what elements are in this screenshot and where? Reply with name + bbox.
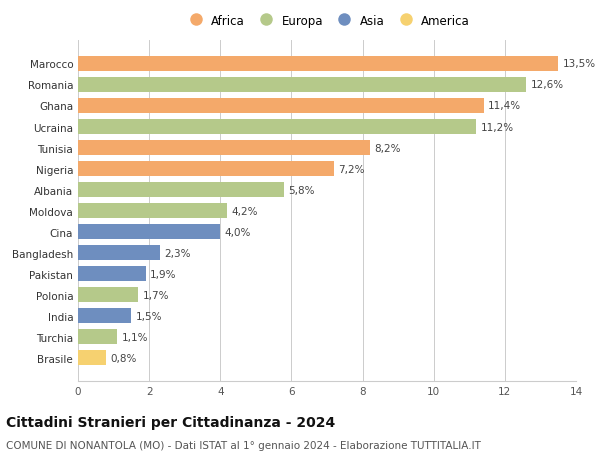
Text: 1,1%: 1,1% — [121, 332, 148, 342]
Text: 13,5%: 13,5% — [562, 59, 596, 69]
Bar — [78, 350, 106, 365]
Text: Cittadini Stranieri per Cittadinanza - 2024: Cittadini Stranieri per Cittadinanza - 2… — [6, 415, 335, 429]
Text: 1,5%: 1,5% — [136, 311, 162, 321]
Legend: Africa, Europa, Asia, America: Africa, Europa, Asia, America — [179, 10, 475, 32]
Text: 4,2%: 4,2% — [232, 206, 258, 216]
Text: 12,6%: 12,6% — [530, 80, 563, 90]
Text: 2,3%: 2,3% — [164, 248, 191, 258]
Bar — [78, 183, 284, 198]
Bar — [78, 78, 526, 93]
Bar — [78, 140, 370, 156]
Text: 1,9%: 1,9% — [150, 269, 176, 279]
Bar — [78, 224, 220, 240]
Bar — [78, 99, 484, 114]
Text: 7,2%: 7,2% — [338, 164, 365, 174]
Bar — [78, 57, 558, 72]
Bar — [78, 204, 227, 218]
Text: 11,4%: 11,4% — [488, 101, 521, 111]
Text: 0,8%: 0,8% — [111, 353, 137, 363]
Bar — [78, 246, 160, 261]
Bar — [78, 120, 476, 135]
Text: 5,8%: 5,8% — [289, 185, 315, 195]
Bar — [78, 308, 131, 324]
Text: 1,7%: 1,7% — [143, 290, 169, 300]
Text: 4,0%: 4,0% — [224, 227, 251, 237]
Text: 11,2%: 11,2% — [481, 122, 514, 132]
Text: 8,2%: 8,2% — [374, 143, 400, 153]
Bar — [78, 287, 139, 302]
Bar — [78, 330, 117, 345]
Bar — [78, 162, 334, 177]
Text: COMUNE DI NONANTOLA (MO) - Dati ISTAT al 1° gennaio 2024 - Elaborazione TUTTITAL: COMUNE DI NONANTOLA (MO) - Dati ISTAT al… — [6, 440, 481, 450]
Bar — [78, 267, 146, 282]
